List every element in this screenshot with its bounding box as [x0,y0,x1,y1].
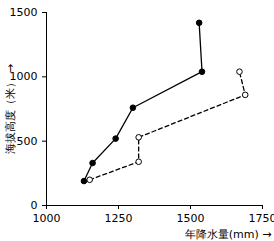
svg-text:1500: 1500 [177,212,205,225]
svg-text:年降水量(mm) →: 年降水量(mm) → [185,228,272,241]
svg-text:1250: 1250 [105,212,133,225]
svg-text:1500: 1500 [10,6,38,19]
svg-text:0: 0 [31,199,38,212]
svg-text:1750: 1750 [249,212,274,225]
svg-text:海拔高度（米） →: 海拔高度（米） → [4,64,17,154]
svg-text:1000: 1000 [9,70,38,84]
svg-text:1000: 1000 [33,212,61,225]
svg-text:500: 500 [17,135,38,148]
